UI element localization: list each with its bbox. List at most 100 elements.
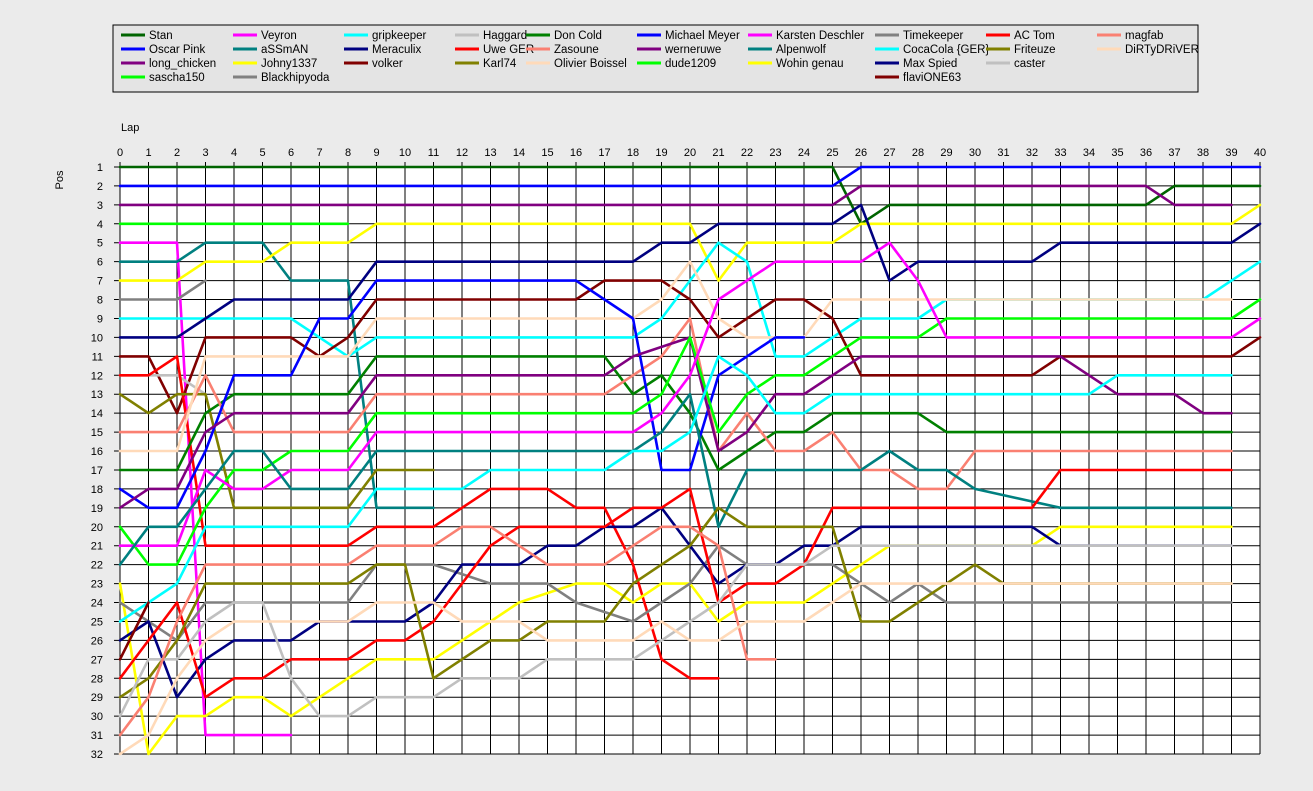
y-tick-label: 18 (91, 484, 103, 496)
x-tick-label: 0 (117, 147, 123, 159)
legend-label: Karsten Deschler (776, 30, 864, 42)
series-line (118, 165, 1262, 226)
series-lines (118, 165, 1262, 756)
y-tick-label: 14 (91, 408, 103, 420)
legend-label: Oscar Pink (149, 44, 205, 56)
series-line (118, 279, 207, 301)
series-line (118, 241, 435, 510)
x-tick-label: 12 (456, 147, 468, 159)
y-tick-label: 1 (97, 162, 103, 174)
series-line (118, 544, 1233, 642)
y-tick-label: 32 (91, 749, 103, 761)
y-tick-label: 29 (91, 692, 103, 704)
x-tick-label: 40 (1254, 147, 1266, 159)
x-tick-label: 30 (969, 147, 981, 159)
series-line (118, 298, 1262, 566)
x-tick-label: 13 (484, 147, 496, 159)
y-tick-label: 19 (91, 503, 103, 515)
legend-label: Blackhipyoda (261, 72, 330, 84)
y-tick-label: 13 (91, 389, 103, 401)
x-tick-label: 37 (1168, 147, 1180, 159)
x-tick-label: 4 (231, 147, 237, 159)
series-line (118, 355, 1233, 623)
legend-label: Karl74 (483, 58, 517, 70)
legend-label: Friteuze (1014, 44, 1056, 56)
x-tick-label: 22 (741, 147, 753, 159)
y-tick-label: 3 (97, 200, 103, 212)
y-tick-label: 23 (91, 579, 103, 591)
x-tick-label: 2 (174, 147, 180, 159)
y-tick-label: 31 (91, 730, 103, 742)
x-tick-label: 15 (541, 147, 553, 159)
x-axis-label: Lap (121, 122, 139, 134)
legend-label: Veyron (261, 30, 297, 42)
legend-label: Don Cold (554, 30, 602, 42)
x-tick-label: 25 (826, 147, 838, 159)
legend-label: aSSmAN (261, 44, 308, 56)
x-tick-label: 20 (684, 147, 696, 159)
y-tick-label: 16 (91, 446, 103, 458)
x-tick-label: 10 (399, 147, 411, 159)
axis-ticks: 0 1 2 3 4 5 6 7 8 9 10 11 12 13 14 15 16 17 18 19 20 21 22 23 24… (91, 147, 1266, 761)
series-line (118, 203, 1262, 282)
series-line (118, 601, 150, 661)
y-tick-label: 30 (91, 711, 103, 723)
y-tick-label: 17 (91, 465, 103, 477)
y-tick-label: 21 (91, 541, 103, 553)
series-line (118, 392, 1233, 566)
y-tick-label: 22 (91, 560, 103, 572)
x-tick-label: 17 (598, 147, 610, 159)
legend-label: gripkeeper (372, 30, 427, 42)
x-tick-label: 11 (428, 147, 439, 159)
x-tick-label: 1 (145, 147, 151, 159)
x-tick-label: 7 (316, 147, 322, 159)
y-tick-label: 26 (91, 635, 103, 647)
x-tick-label: 14 (513, 147, 525, 159)
x-tick-label: 27 (883, 147, 895, 159)
y-tick-label: 15 (91, 427, 103, 439)
y-tick-label: 9 (97, 313, 103, 325)
legend-label: werneruwe (664, 44, 721, 56)
y-tick-label: 24 (91, 598, 103, 610)
legend-label: Michael Meyer (665, 30, 740, 42)
series-line (118, 184, 1233, 207)
x-tick-label: 9 (373, 147, 379, 159)
legend-label: Haggard (483, 30, 527, 42)
x-tick-label: 24 (798, 147, 810, 159)
y-tick-label: 12 (91, 370, 103, 382)
x-tick-label: 36 (1140, 147, 1152, 159)
y-tick-label: 4 (97, 219, 103, 231)
x-tick-label: 5 (259, 147, 265, 159)
y-tick-label: 11 (92, 351, 103, 363)
x-tick-label: 16 (570, 147, 582, 159)
legend-label: Uwe GER (483, 44, 534, 56)
x-tick-label: 8 (345, 147, 351, 159)
x-tick-label: 6 (288, 147, 294, 159)
legend-label: AC Tom (1014, 30, 1055, 42)
y-tick-label: 28 (91, 673, 103, 685)
y-tick-label: 25 (91, 616, 103, 628)
series-line (118, 582, 1233, 756)
y-tick-label: 7 (97, 276, 103, 288)
y-tick-label: 6 (97, 257, 103, 269)
x-tick-label: 39 (1225, 147, 1237, 159)
x-tick-label: 23 (769, 147, 781, 159)
legend-label: Zasoune (554, 44, 599, 56)
x-tick-label: 28 (912, 147, 924, 159)
series-line (118, 392, 435, 510)
series-line (118, 165, 1262, 188)
legend-label: magfab (1125, 30, 1163, 42)
legend-label: Max Spied (903, 58, 957, 70)
legend-label: sascha150 (149, 72, 205, 84)
legend-label: DiRTyDRiVER (1125, 44, 1199, 56)
y-tick-label: 8 (97, 295, 103, 307)
x-tick-label: 19 (655, 147, 667, 159)
series-line (118, 279, 806, 510)
x-tick-label: 18 (627, 147, 639, 159)
x-tick-label: 35 (1111, 147, 1123, 159)
series-line (118, 203, 1262, 339)
y-tick-label: 27 (91, 654, 103, 666)
legend-label: Alpenwolf (776, 44, 827, 56)
x-tick-label: 26 (855, 147, 867, 159)
